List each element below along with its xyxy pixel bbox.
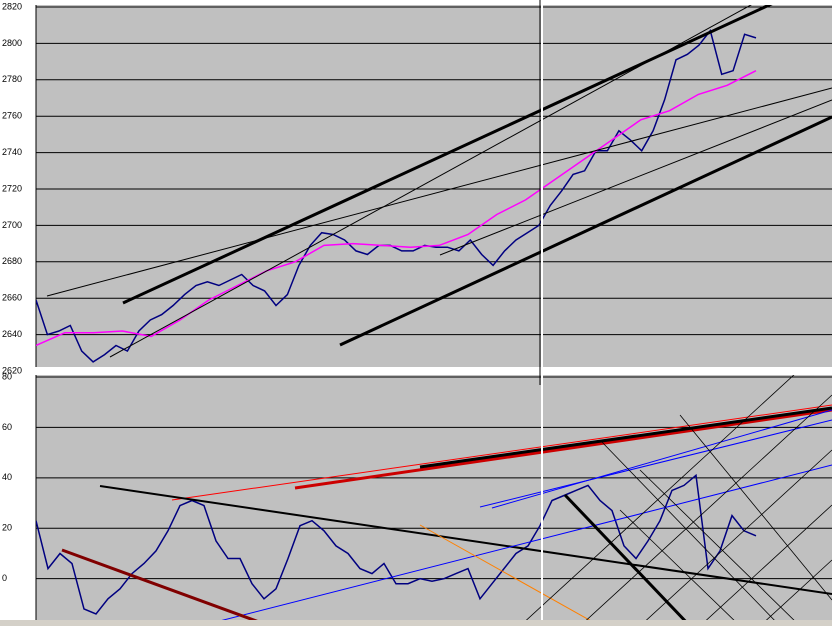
status-bar: [0, 620, 832, 626]
trend-line: [294, 408, 832, 490]
channel-line: [705, 504, 832, 620]
y-tick-label: 20: [2, 523, 12, 533]
series-line: [36, 70, 757, 347]
channel-line: [765, 559, 832, 620]
y-tick-label: 2640: [2, 329, 22, 339]
trend-line: [419, 406, 832, 469]
trend-line: [479, 419, 832, 508]
trend-line: [171, 404, 832, 501]
channel-line: [619, 509, 735, 620]
trend-line: [109, 5, 752, 358]
trend-line: [61, 548, 258, 620]
y-tick-label: 2760: [2, 111, 22, 121]
trend-line: [339, 115, 832, 347]
channel-line: [525, 375, 795, 620]
y-tick-label: 2700: [2, 220, 22, 230]
y-tick-label: 2820: [2, 1, 22, 11]
channel-line: [679, 414, 832, 601]
y-tick-label: 2660: [2, 293, 22, 303]
y-tick-label: 40: [2, 472, 12, 482]
y-tick-label: 2720: [2, 183, 22, 193]
trend-line: [439, 99, 832, 256]
trend-lines: [61, 375, 832, 620]
series-line: [36, 473, 757, 615]
y-tick-label: 2780: [2, 74, 22, 84]
y-tick-label: 2620: [2, 365, 22, 375]
y-tick-label: 2800: [2, 38, 22, 48]
y-tick-label: 2680: [2, 256, 22, 266]
plot-background: [36, 5, 832, 367]
trend-line: [419, 524, 591, 620]
trend-line: [491, 409, 832, 509]
channel-line: [599, 439, 775, 620]
y-tick-label: 0: [2, 573, 7, 583]
channel-line: [645, 449, 832, 620]
y-tick-label: 60: [2, 422, 12, 432]
series-line: [36, 29, 757, 363]
trend-line: [46, 87, 832, 297]
channel-line: [639, 469, 795, 620]
trend-line: [563, 493, 687, 620]
y-tick-label: 80: [2, 371, 12, 381]
trend-line: [99, 485, 832, 595]
oscillator-panel: 0 20 40 60 80: [2, 371, 832, 620]
channel-line: [585, 394, 832, 620]
trend-line: [122, 5, 773, 305]
y-tick-label: 2740: [2, 147, 22, 157]
trend-lines: [46, 5, 832, 358]
